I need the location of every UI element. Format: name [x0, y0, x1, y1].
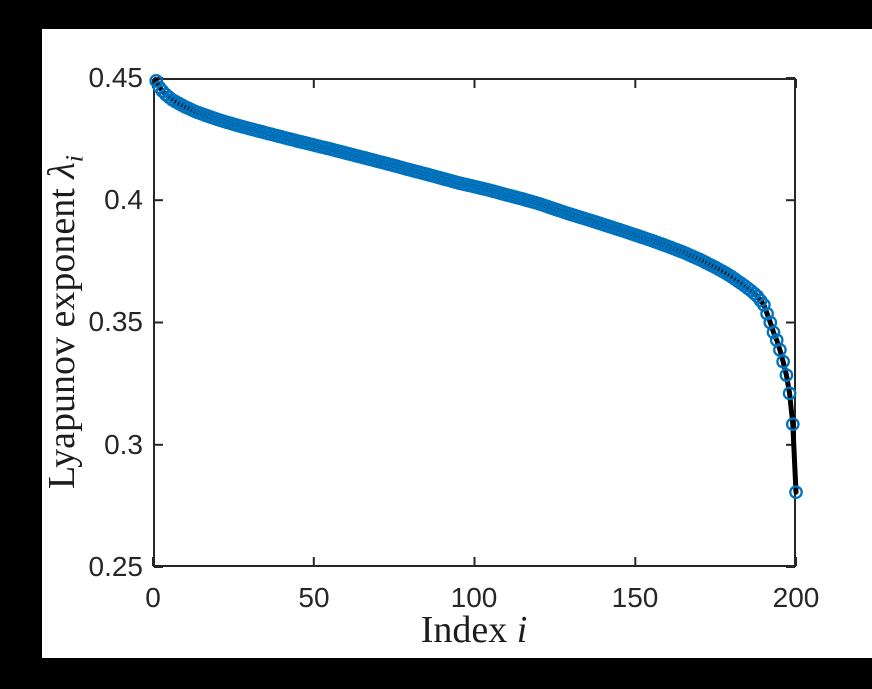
x-tick-label-50: 50 — [298, 582, 330, 613]
data-point-marker — [779, 368, 794, 382]
y-axis-label-text: Lyapunov exponent — [41, 178, 83, 489]
y-tick-label-0.25: 0.25 — [88, 551, 144, 582]
y-axis-label-symbol: λ — [41, 162, 83, 179]
axes-box — [153, 78, 796, 567]
spectrum-line — [153, 78, 799, 495]
x-axis-label-variable: i — [516, 609, 528, 651]
y-tick-label-0.45: 0.45 — [88, 62, 144, 93]
x-axis-label: Index i — [274, 608, 674, 652]
y-tick-label-0.4: 0.4 — [104, 184, 143, 215]
y-axis-label-subscript: i — [59, 155, 89, 163]
data-point-marker — [766, 325, 781, 340]
y-axis-label: Lyapunov exponent λi — [38, 12, 89, 632]
x-tick-label-100: 100 — [450, 582, 498, 613]
x-tick-label-200: 200 — [772, 582, 820, 613]
plot-area — [149, 74, 803, 568]
data-point-marker — [789, 485, 803, 500]
x-tick-label-0: 0 — [145, 582, 161, 613]
data-point-marker — [760, 306, 774, 321]
x-tick-label-150: 150 — [611, 582, 659, 613]
y-tick-label-0.3: 0.3 — [104, 429, 143, 460]
data-point-marker — [782, 386, 797, 401]
data-point-marker — [785, 417, 800, 432]
y-tick-label-0.35: 0.35 — [88, 306, 144, 337]
data-point-marker — [757, 298, 771, 312]
data-point-marker — [149, 74, 164, 88]
x-axis-label-text: Index — [420, 609, 517, 651]
figure-canvas — [42, 29, 872, 658]
data-point-marker — [776, 354, 790, 369]
